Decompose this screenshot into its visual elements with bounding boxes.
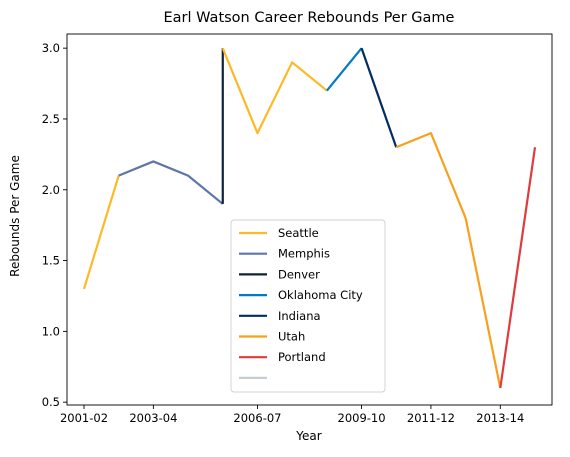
x-axis-label: Year [295, 429, 321, 443]
axes: 2001-02 2003-04 2006-07 2009-10 2011-12 2013-… [42, 33, 553, 425]
y-tick-label: 1.0 [42, 324, 60, 338]
series-line-utah [395, 132, 502, 389]
x-tick-label: 2001-02 [60, 411, 108, 425]
x-tick-label: 2003-04 [129, 411, 177, 425]
series-line-oklahoma-city [325, 47, 363, 92]
legend-label: Denver [278, 267, 320, 281]
series-line-portland [499, 147, 537, 389]
legend-label: Oklahoma City [278, 288, 363, 302]
series-line-seattle [221, 47, 328, 135]
x-tick-label: 2006-07 [233, 411, 281, 425]
x-tick-label: 2009-10 [338, 411, 386, 425]
legend-label: Seattle [278, 226, 319, 240]
legend-label: Utah [278, 330, 305, 344]
x-tick-label: 2011-12 [407, 411, 455, 425]
plot-area [82, 47, 537, 389]
y-tick-label: 2.0 [42, 183, 60, 197]
series-line-indiana [360, 47, 398, 148]
y-tick-label: 3.0 [42, 41, 60, 55]
plot-frame [66, 33, 553, 406]
legend-label: Indiana [278, 309, 321, 323]
x-tick-label: 2013-14 [476, 411, 524, 425]
y-tick-label: 0.5 [42, 395, 60, 409]
chart-title: Earl Watson Career Rebounds Per Game [164, 10, 455, 26]
legend-box [230, 219, 386, 393]
series-line-seattle [82, 175, 120, 290]
legend: Seattle Memphis Denver Oklahoma City Indiana… [230, 219, 386, 393]
y-tick-label: 2.5 [42, 112, 60, 126]
y-tick-label: 1.5 [42, 254, 60, 268]
legend-label: Portland [278, 350, 326, 364]
series-line-memphis [118, 160, 224, 205]
legend-label: Memphis [278, 247, 330, 261]
y-axis-label: Rebounds Per Game [8, 155, 22, 277]
